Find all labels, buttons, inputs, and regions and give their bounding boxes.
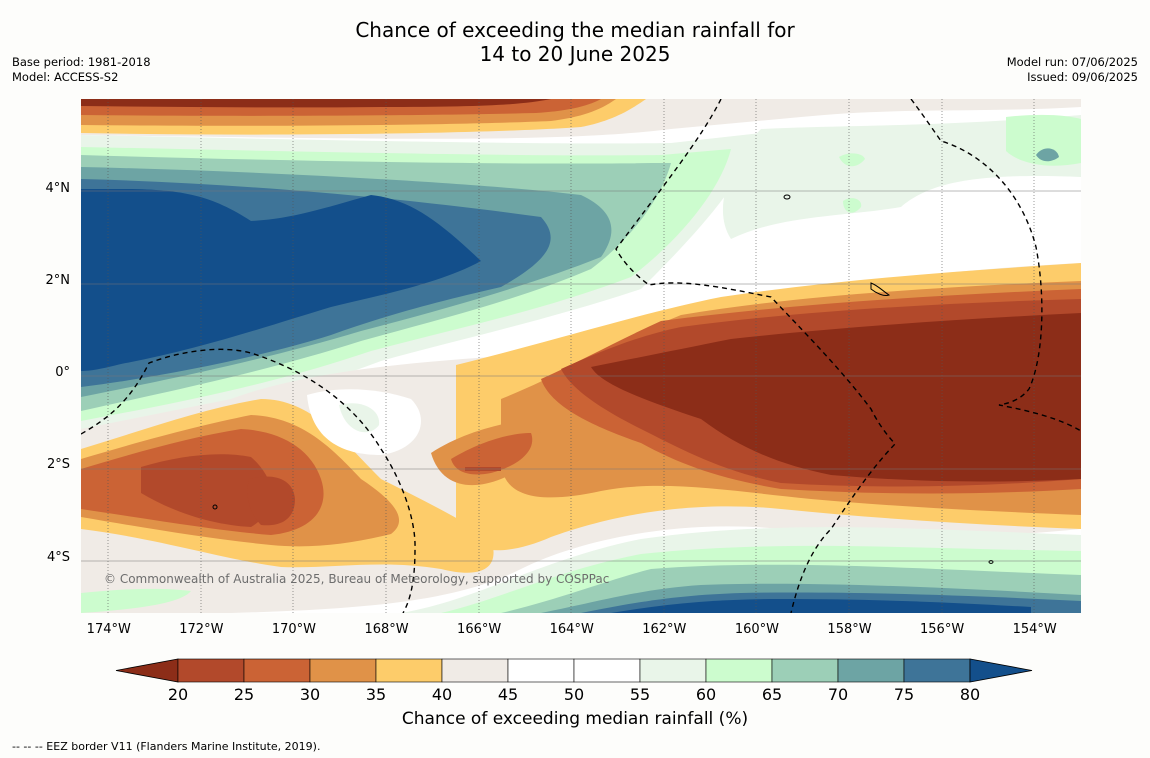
colorbar-tick-label: 50 — [564, 685, 584, 704]
colorbar-extend-low — [115, 658, 179, 683]
contour-north-below-20 — [81, 99, 551, 108]
contour-south-above-80 — [611, 599, 1031, 613]
colorbar-segment-55-60 — [639, 658, 707, 683]
lat-tick-label: 4°S — [46, 549, 70, 565]
colorbar-segment-45-50 — [507, 658, 575, 683]
rainfall-map — [81, 99, 1081, 613]
colorbar-segment-20-25 — [177, 658, 245, 683]
lon-tick-label: 156°W — [920, 622, 965, 637]
colorbar-tick-label: 25 — [234, 685, 254, 704]
lat-tick-label: 2°S — [46, 457, 70, 473]
island-2 — [870, 282, 891, 296]
eez-border-east — [910, 99, 1081, 432]
eez-border-west — [81, 348, 416, 613]
islands — [212, 194, 994, 564]
model-text: Model: ACCESS-S2 — [12, 70, 119, 84]
contour-ne-green — [1006, 114, 1081, 166]
eez-footnote: -- -- -- EEZ border V11 (Flanders Marine… — [12, 740, 321, 753]
colorbar-tick-label: 70 — [828, 685, 848, 704]
lon-tick-label: 170°W — [271, 622, 317, 637]
contour-center-green — [339, 403, 380, 433]
map-title-line2: 14 to 20 June 2025 — [479, 42, 671, 66]
lon-tick-label: 158°W — [827, 622, 872, 637]
map-title: Chance of exceeding the median rainfall … — [0, 18, 1150, 66]
model-run-text: Model run: 07/06/2025 — [1006, 55, 1138, 69]
map-copyright: © Commonwealth of Australia 2025, Bureau… — [104, 572, 610, 586]
contour-dry-below-20 — [591, 313, 1081, 482]
colorbar-tick-label: 55 — [630, 685, 650, 704]
colorbar-segment-75-80 — [903, 658, 971, 683]
contour-sw-20-25-b — [247, 476, 295, 526]
colorbar-segment-50-55 — [573, 658, 641, 683]
colorbar-tick-label: 75 — [894, 685, 914, 704]
lon-tick-label: 160°W — [734, 622, 779, 637]
colorbar-segments — [115, 658, 1033, 683]
eez-border-north — [615, 99, 896, 613]
map-title-line1: Chance of exceeding the median rainfall … — [355, 18, 795, 42]
colorbar-tick-label: 60 — [696, 685, 716, 704]
lat-tick-label: 4°N — [45, 180, 71, 196]
lon-tick-label: 164°W — [549, 622, 594, 637]
colorbar-segment-40-45 — [441, 658, 509, 683]
colorbar-svg: 20 25 30 35 40 45 50 55 60 65 70 75 80 — [115, 658, 1033, 704]
colorbar-segment-60-65 — [705, 658, 773, 683]
lon-tick-label: 174°W — [86, 622, 131, 637]
colorbar-tick-label: 20 — [168, 685, 188, 704]
latitude-lines — [81, 190, 1081, 562]
island-1 — [783, 194, 791, 200]
lat-tick-label: 0° — [55, 365, 70, 381]
issued-text: Issued: 09/06/2025 — [1027, 70, 1138, 84]
lat-tick-label: 2°N — [45, 273, 71, 289]
eez-borders — [81, 99, 1081, 613]
meta-right: Model run: 07/06/2025 Issued: 09/06/2025 — [1007, 55, 1138, 85]
colorbar-extend-high — [969, 658, 1033, 683]
lon-tick-label: 154°W — [1012, 622, 1057, 637]
lon-tick-label: 172°W — [179, 622, 224, 637]
lon-tick-label: 166°W — [457, 622, 502, 637]
contour-south-sw-green — [81, 588, 191, 613]
colorbar-segment-65-70 — [771, 658, 839, 683]
colorbar-title: Chance of exceeding median rainfall (%) — [401, 709, 749, 729]
lon-tick-label: 168°W — [364, 622, 409, 637]
island-4 — [988, 560, 994, 564]
rainfall-map-svg — [81, 99, 1081, 613]
colorbar-ticks: 20 25 30 35 40 45 50 55 60 65 70 75 80 — [168, 685, 980, 704]
meta-left: Base period: 1981-2018 Model: ACCESS-S2 — [12, 55, 151, 85]
base-period-text: Base period: 1981-2018 — [12, 55, 151, 69]
contour-ne-teal-dot — [1036, 148, 1059, 162]
colorbar-segment-70-75 — [837, 658, 905, 683]
island-3 — [212, 504, 218, 510]
contour-sw-20-25 — [141, 454, 272, 527]
contour-ne-light-green — [722, 115, 1081, 239]
colorbar-segment-30-35 — [309, 658, 377, 683]
contour-wet-above-80 — [81, 189, 481, 371]
colorbar-tick-label: 80 — [960, 685, 980, 704]
contour-mid-25-30 — [451, 433, 533, 475]
lon-tick-label: 162°W — [642, 622, 687, 637]
colorbar-segment-35-40 — [375, 658, 443, 683]
colorbar: 20 25 30 35 40 45 50 55 60 65 70 75 80 — [110, 656, 1040, 710]
contour-ne-green-dot2 — [843, 198, 862, 213]
colorbar-segment-25-30 — [243, 658, 311, 683]
colorbar-tick-label: 35 — [366, 685, 386, 704]
colorbar-tick-label: 40 — [432, 685, 452, 704]
colorbar-tick-label: 65 — [762, 685, 782, 704]
colorbar-tick-label: 30 — [300, 685, 320, 704]
contour-ne-green-dot1 — [839, 153, 865, 167]
colorbar-tick-label: 45 — [498, 685, 518, 704]
